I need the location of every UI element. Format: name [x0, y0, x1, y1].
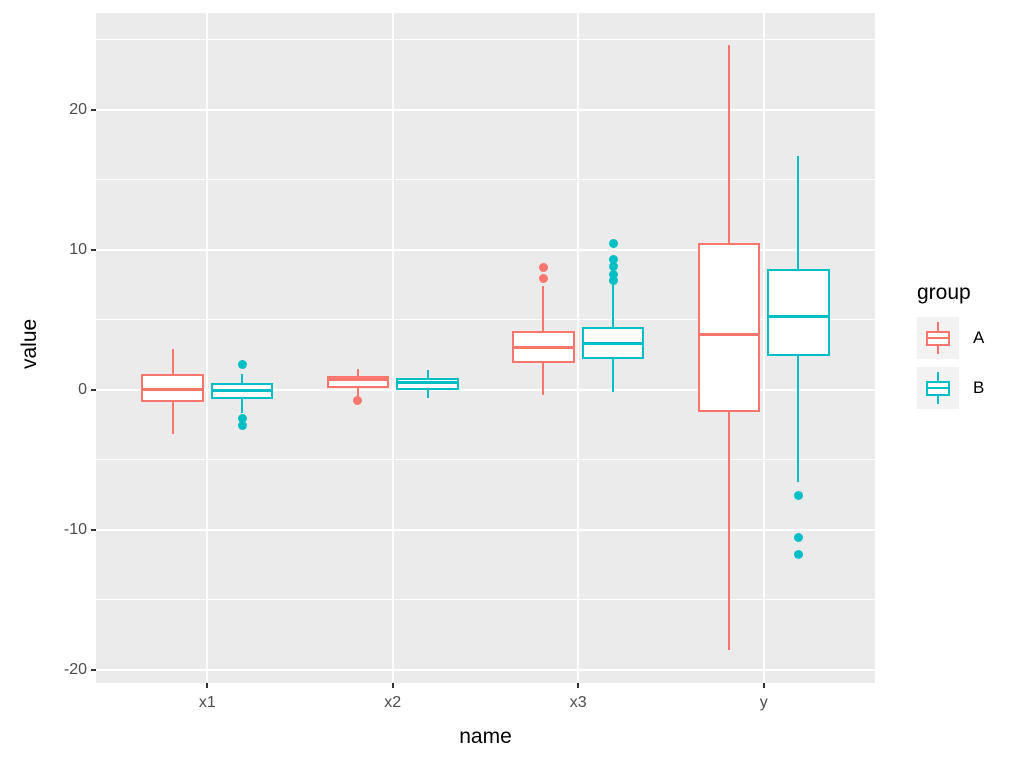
whisker-upper: [612, 284, 614, 327]
legend-entry-label: B: [973, 378, 985, 397]
y-tick-label: -10: [63, 520, 87, 538]
boxplot-median: [512, 346, 575, 350]
legend-key-median: [928, 387, 948, 389]
legend-entry: B: [915, 367, 1020, 409]
gridline-minor-h: [96, 459, 875, 461]
whisker-upper: [727, 45, 730, 243]
y-tick-label: -20: [63, 660, 87, 678]
y-tick-label: 0: [78, 380, 87, 398]
outlier-point: [608, 261, 618, 271]
outlier-point: [538, 263, 548, 273]
y-tick-mark: [91, 528, 96, 531]
outlier-point: [538, 274, 548, 284]
outlier-point: [793, 491, 803, 501]
outlier-point: [237, 421, 247, 431]
gridline-major-v: [391, 13, 394, 683]
legend-key-boxplot-icon: [917, 317, 959, 359]
gridline-major-v: [206, 13, 209, 683]
boxplot-median: [581, 341, 645, 345]
whisker-upper: [171, 348, 174, 375]
boxplot-median: [326, 378, 390, 382]
x-tick-mark: [206, 683, 209, 688]
y-tick-mark: [91, 108, 96, 111]
x-tick-label: x3: [569, 694, 587, 711]
gridline-major-h: [96, 668, 875, 671]
boxplot-box: [697, 242, 761, 412]
outlier-point: [793, 550, 803, 560]
whisker-lower: [542, 362, 545, 396]
gridline-major-v: [762, 13, 765, 683]
boxplot-median: [141, 388, 204, 392]
y-tick-label: 10: [69, 240, 87, 258]
x-tick-mark: [577, 683, 580, 688]
gridline-major-h: [96, 528, 875, 531]
outlier-point: [608, 254, 618, 264]
gridline-minor-h: [96, 39, 875, 41]
x-tick-label: x2: [384, 694, 402, 711]
y-tick-mark: [91, 248, 96, 251]
gridline-major-h: [96, 248, 875, 251]
boxplot-median: [767, 315, 830, 319]
boxplot-median: [396, 381, 459, 385]
boxplot-median: [697, 333, 761, 337]
boxplot-median: [210, 389, 274, 393]
whisker-upper: [356, 368, 359, 376]
gridline-minor-h: [96, 319, 875, 321]
gridline-minor-h: [96, 599, 875, 601]
x-axis-title: name: [459, 725, 512, 748]
legend-title: group: [917, 281, 971, 304]
outlier-point: [353, 396, 363, 406]
x-tick-label: x1: [198, 694, 216, 711]
whisker-lower: [727, 411, 730, 650]
gridline-major-h: [96, 108, 875, 111]
outlier-point: [608, 270, 618, 280]
legend-entry-label: A: [973, 328, 985, 347]
legend-key-median: [928, 337, 948, 339]
whisker-lower: [241, 399, 244, 414]
gridline-major-h: [96, 388, 875, 391]
x-tick-mark: [391, 683, 394, 688]
outlier-point: [608, 275, 618, 285]
whisker-lower: [797, 355, 800, 482]
y-tick-label: 20: [69, 100, 87, 118]
y-tick-mark: [91, 388, 96, 391]
whisker-upper: [241, 374, 244, 383]
legend-key-boxplot-icon: [917, 367, 959, 409]
whisker-upper: [426, 369, 429, 379]
outlier-point: [793, 533, 803, 543]
whisker-upper: [797, 155, 800, 270]
gridline-minor-h: [96, 179, 875, 181]
boxplot-box: [767, 269, 830, 356]
whisker-lower: [171, 402, 174, 435]
outlier-point: [608, 239, 618, 249]
y-tick-mark: [91, 668, 96, 671]
legend-entry: A: [915, 317, 1020, 359]
whisker-lower: [426, 389, 429, 398]
x-tick-mark: [762, 683, 765, 688]
plot-panel: [96, 13, 875, 683]
x-tick-label: y: [759, 694, 768, 711]
gridline-major-v: [577, 13, 580, 683]
outlier-point: [237, 414, 247, 424]
whisker-lower: [612, 358, 614, 393]
outlier-point: [237, 359, 247, 369]
y-axis-title: value: [18, 318, 41, 369]
whisker-lower: [356, 388, 359, 396]
whisker-upper: [542, 285, 545, 331]
